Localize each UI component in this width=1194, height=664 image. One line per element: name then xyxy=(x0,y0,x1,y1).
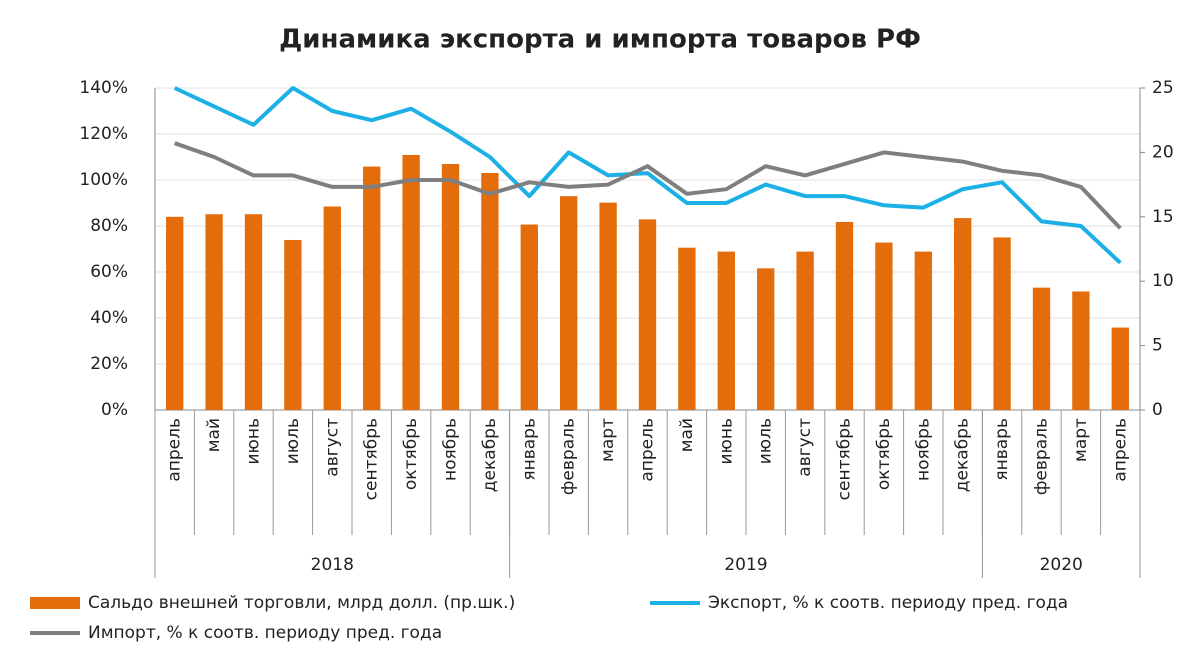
y-tick-label: 80% xyxy=(90,216,128,236)
x-group-label: 2018 xyxy=(311,555,354,575)
x-tick-label: октябрь xyxy=(401,418,421,490)
y2-tick-label: 25 xyxy=(1152,78,1174,98)
bar xyxy=(363,166,381,410)
legend-label: Импорт, % к соотв. периоду пред. года xyxy=(88,623,442,643)
bar xyxy=(1032,287,1051,410)
x-tick-label: май xyxy=(677,418,697,452)
bar xyxy=(796,251,814,410)
x-tick-label: февраль xyxy=(1032,418,1052,495)
legend-label: Экспорт, % к соотв. периоду пред. года xyxy=(708,593,1068,613)
bar xyxy=(402,154,420,410)
x-tick-label: январь xyxy=(519,418,539,481)
line xyxy=(174,141,1122,230)
legend-label: Сальдо внешней торговли, млрд долл. (пр.… xyxy=(88,593,515,613)
x-tick-label: октябрь xyxy=(874,418,894,490)
x-tick-label: декабрь xyxy=(953,418,973,492)
x-tick-label: март xyxy=(1071,418,1091,462)
y-tick-label: 60% xyxy=(90,262,128,282)
bar xyxy=(954,218,972,410)
bar xyxy=(481,173,499,410)
bar xyxy=(520,224,538,410)
bar xyxy=(1111,327,1129,410)
bar xyxy=(914,251,932,410)
x-group-label: 2020 xyxy=(1040,555,1083,575)
y2-tick-label: 5 xyxy=(1152,336,1163,356)
bar xyxy=(166,216,184,410)
chart-title: Динамика экспорта и импорта товаров РФ xyxy=(279,25,921,55)
bar xyxy=(678,247,696,410)
bar xyxy=(560,196,578,410)
bar xyxy=(638,219,657,410)
bar xyxy=(717,251,735,410)
bar xyxy=(757,268,775,410)
bar xyxy=(835,221,854,410)
y-tick-label: 20% xyxy=(90,354,128,374)
x-tick-label: май xyxy=(204,418,224,452)
x-tick-label: сентябрь xyxy=(362,418,382,500)
x-group-label: 2019 xyxy=(724,555,767,575)
y-tick-label: 120% xyxy=(79,124,128,144)
bar xyxy=(599,202,617,410)
line xyxy=(173,86,1122,265)
y-tick-label: 0% xyxy=(101,400,128,420)
y-tick-label: 140% xyxy=(79,78,128,98)
y2-tick-label: 0 xyxy=(1152,400,1163,420)
legend-swatch xyxy=(30,597,80,609)
bar xyxy=(244,214,263,410)
bar xyxy=(1072,291,1090,410)
x-tick-label: апрель xyxy=(638,418,658,482)
x-tick-label: июнь xyxy=(244,418,264,465)
bar xyxy=(875,242,893,410)
bar xyxy=(205,214,223,410)
y-tick-label: 100% xyxy=(79,170,128,190)
bar xyxy=(993,237,1011,410)
x-tick-label: ноябрь xyxy=(913,418,933,481)
x-tick-label: июль xyxy=(756,418,776,464)
x-tick-label: февраль xyxy=(559,418,579,495)
bar xyxy=(284,239,302,410)
y2-tick-label: 15 xyxy=(1152,207,1174,227)
x-tick-label: январь xyxy=(992,418,1012,481)
y2-tick-label: 20 xyxy=(1152,142,1174,162)
bar xyxy=(441,163,460,410)
y-tick-label: 40% xyxy=(90,308,128,328)
x-tick-label: август xyxy=(322,418,342,477)
x-tick-label: апрель xyxy=(165,418,185,482)
x-tick-label: июль xyxy=(283,418,303,464)
x-tick-label: ноябрь xyxy=(441,418,461,481)
y2-tick-label: 10 xyxy=(1152,271,1174,291)
x-tick-label: апрель xyxy=(1110,418,1130,482)
x-tick-label: март xyxy=(598,418,618,462)
x-tick-label: август xyxy=(795,418,815,477)
x-tick-label: сентябрь xyxy=(835,418,855,500)
x-tick-label: июнь xyxy=(716,418,736,465)
x-tick-label: декабрь xyxy=(480,418,500,492)
bar xyxy=(323,206,341,410)
